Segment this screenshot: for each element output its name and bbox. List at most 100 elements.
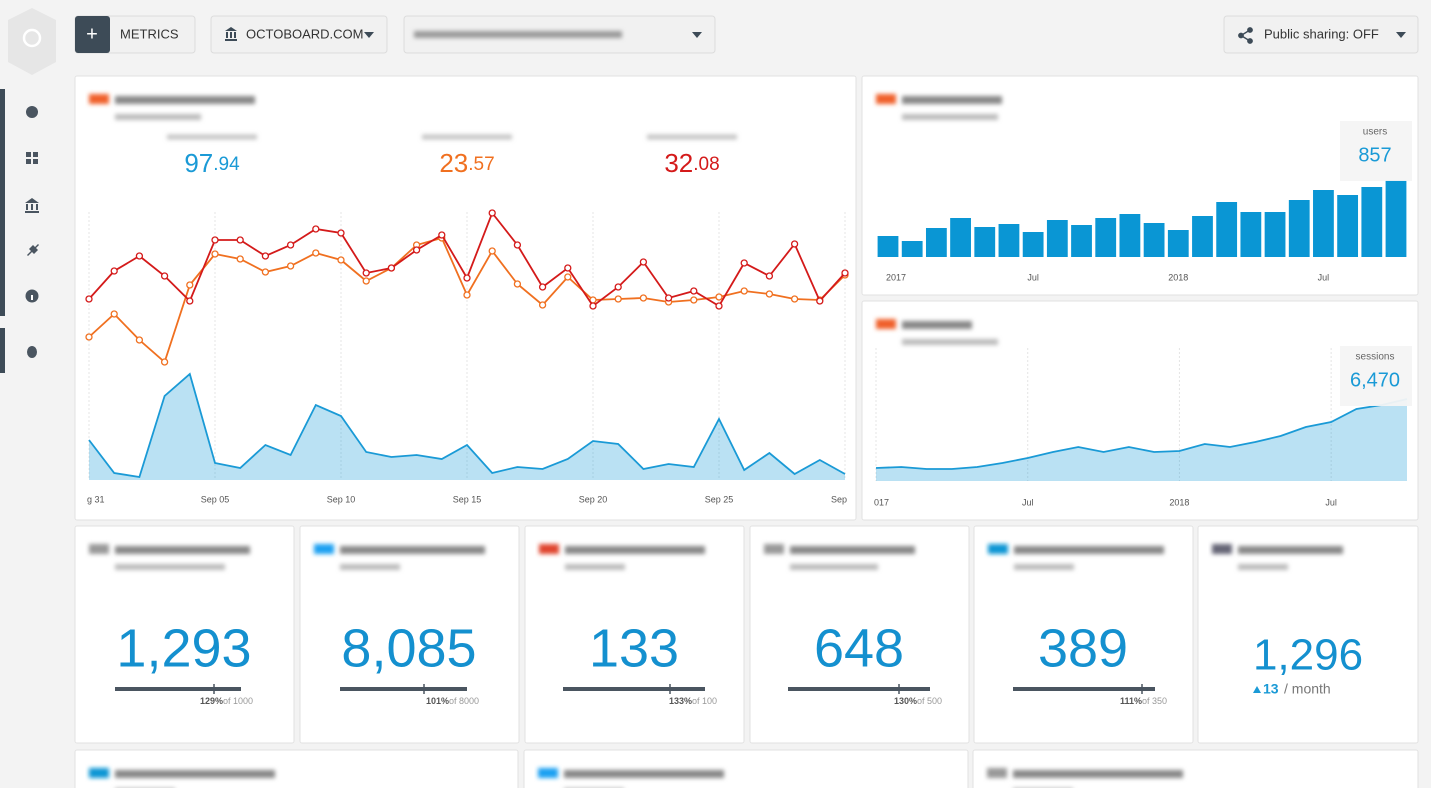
tile-period: / month <box>1284 681 1331 697</box>
bar <box>1119 214 1141 257</box>
x-tick-label: Sep 20 <box>579 494 608 504</box>
bar <box>925 228 947 257</box>
source-icon <box>225 27 237 41</box>
series-line <box>875 398 1408 470</box>
source-icon <box>1212 544 1232 554</box>
badge-label: users <box>1363 127 1387 138</box>
blurred-text <box>115 546 250 554</box>
bar <box>1361 187 1383 257</box>
point <box>211 250 219 258</box>
sharing-dropdown[interactable] <box>1223 15 1419 54</box>
kpi-fraction: .08 <box>693 154 719 175</box>
source-icon <box>539 544 559 554</box>
blurred-text <box>647 134 737 140</box>
tile-percent: 133% <box>669 696 692 706</box>
point <box>513 241 522 249</box>
card <box>74 749 519 788</box>
tile-value: 8,085 <box>341 618 476 678</box>
blurred-text <box>167 134 257 140</box>
bank-icon[interactable] <box>25 198 39 213</box>
badge-value: 6,470 <box>1350 369 1400 391</box>
point <box>639 294 648 302</box>
point <box>135 252 144 260</box>
tile-value: 648 <box>814 618 904 678</box>
point <box>790 240 799 248</box>
logo[interactable] <box>8 8 56 75</box>
bar <box>1288 200 1310 257</box>
sidebar-accent <box>0 328 5 373</box>
kpi-fraction: .94 <box>213 154 240 175</box>
tile-target: of 100 <box>692 696 717 706</box>
source-dropdown[interactable] <box>210 15 388 54</box>
series-area <box>89 374 845 480</box>
point <box>841 269 849 277</box>
point <box>488 247 496 255</box>
tile-progress: 101%of 8000 <box>426 696 479 706</box>
tile-value: 1,296 <box>1253 631 1363 680</box>
bug-icon[interactable] <box>27 346 37 358</box>
source-icon <box>89 768 109 778</box>
x-tick-label: Sep 15 <box>453 494 482 504</box>
point <box>715 293 723 301</box>
share-icon <box>1238 27 1253 44</box>
dashboard-icon[interactable] <box>26 152 38 164</box>
point <box>564 264 572 272</box>
source-icon <box>314 544 334 554</box>
x-tick-label: Jul <box>1318 272 1330 282</box>
tile-value: 389 <box>1038 618 1128 678</box>
x-tick-label: Jul <box>1325 497 1337 507</box>
card <box>861 75 1419 296</box>
add-icon-box[interactable] <box>75 16 110 53</box>
point <box>690 287 698 295</box>
kpi-value: 23.57 <box>439 148 494 178</box>
blurred-text <box>565 564 625 570</box>
bar <box>1264 212 1286 257</box>
point <box>110 310 118 318</box>
point <box>387 264 396 272</box>
card <box>861 300 1419 521</box>
card <box>1197 525 1419 744</box>
tile-target: of 8000 <box>449 696 479 706</box>
info-icon-line <box>31 295 33 300</box>
caret <box>692 32 702 38</box>
add-icon: + <box>86 23 98 45</box>
plugin-icon[interactable] <box>27 244 39 256</box>
point <box>790 295 799 303</box>
source-icon <box>988 544 1008 554</box>
bar <box>1313 190 1334 257</box>
x-tick-label: Sep 25 <box>705 494 734 504</box>
x-tick-label: 017 <box>874 497 889 507</box>
blurred-text <box>115 96 255 104</box>
point <box>513 280 522 288</box>
badge <box>1340 346 1412 406</box>
source-icon <box>89 94 109 104</box>
blurred-text <box>1238 546 1343 554</box>
kpi-value: 97.94 <box>184 148 240 178</box>
bar <box>950 218 971 257</box>
profile-icon[interactable] <box>26 106 38 118</box>
source-icon <box>876 94 896 104</box>
point <box>337 256 345 264</box>
x-tick-label: Jul <box>1022 497 1034 507</box>
point <box>160 272 169 280</box>
blurred-text <box>790 546 915 554</box>
bar <box>974 227 996 257</box>
source-icon <box>876 319 896 329</box>
x-tick-label: Jul <box>1027 272 1039 282</box>
point <box>236 236 244 244</box>
trend-arrow <box>1253 686 1261 693</box>
point <box>614 295 622 303</box>
blurred-text <box>115 114 201 120</box>
point <box>412 246 421 254</box>
tile-target: of 350 <box>1142 696 1167 706</box>
bar <box>1046 220 1068 257</box>
blurred-text <box>565 546 705 554</box>
blurred-text <box>1238 564 1288 570</box>
bar <box>1192 216 1213 257</box>
bar <box>1167 230 1189 257</box>
badge-label: sessions <box>1356 352 1395 363</box>
point <box>614 283 622 291</box>
blurred-text <box>115 564 225 570</box>
